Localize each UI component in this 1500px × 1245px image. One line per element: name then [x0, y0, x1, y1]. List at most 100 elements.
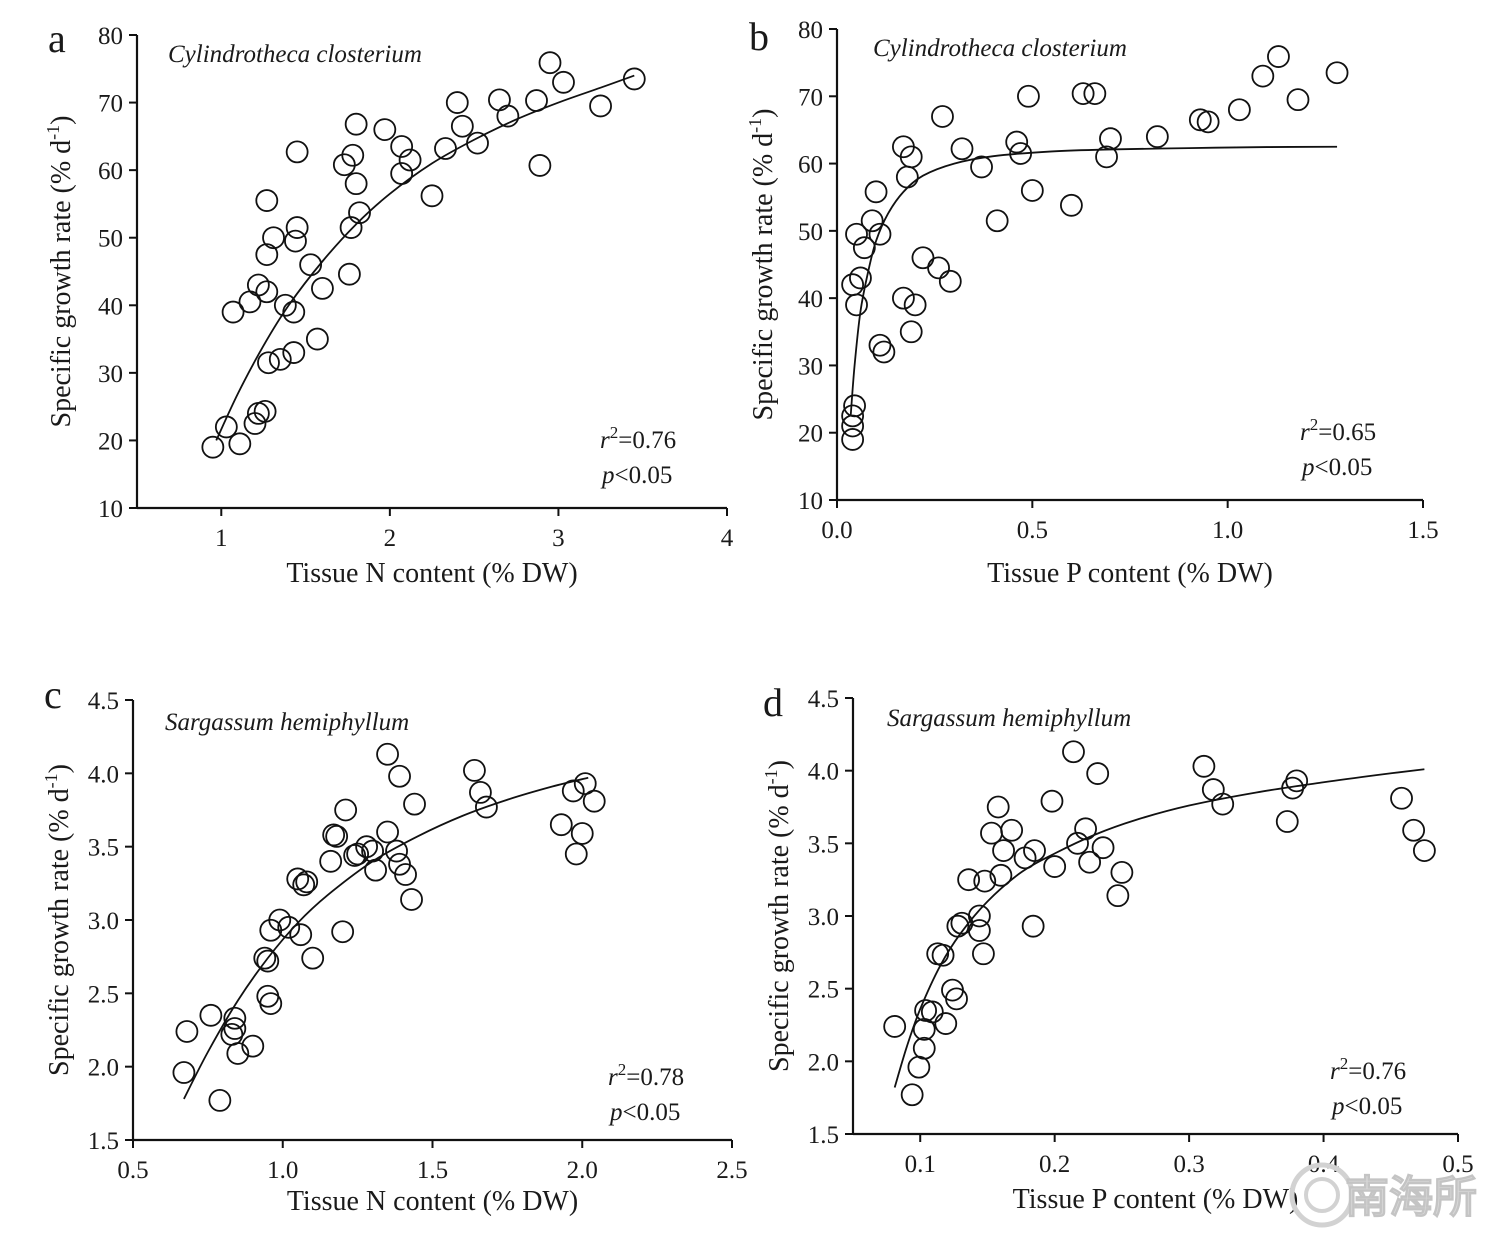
data-point [1043, 855, 1067, 878]
species-title: Sargassum hemiphyllum [165, 709, 409, 736]
data-point [841, 428, 865, 451]
data-point [911, 246, 935, 270]
x-tick-label: 1.0 [1212, 517, 1243, 544]
y-axis-title: Specific growth rate (% d-1) [41, 764, 75, 1076]
data-point [957, 868, 981, 892]
data-point [1062, 740, 1085, 764]
data-point [552, 70, 575, 94]
y-tick-label: 4.0 [808, 759, 839, 786]
y-tick-label: 4.0 [88, 761, 119, 788]
data-point [466, 131, 489, 155]
data-point [1110, 861, 1134, 884]
data-point [622, 67, 646, 91]
r-symbol: r [600, 427, 610, 454]
data-point [344, 112, 368, 136]
data-point [989, 863, 1013, 887]
y-axis-title-superscript: -1 [761, 769, 781, 784]
y-axis-title-superscript: -1 [745, 118, 765, 133]
data-point [343, 844, 367, 867]
y-tick-label: 40 [98, 293, 123, 320]
r-symbol: r [1330, 1058, 1340, 1085]
x-axis-title: Tissue N content (% DW) [286, 558, 577, 589]
data-point [214, 415, 238, 439]
data-point [950, 137, 974, 161]
data-point [992, 839, 1015, 862]
data-point [201, 435, 225, 459]
data-point [282, 300, 306, 324]
data-point [907, 1055, 931, 1079]
data-point [931, 105, 954, 128]
data-point [285, 140, 309, 164]
fit-curve [849, 145, 1338, 416]
watermark-logo-icon [1289, 1162, 1355, 1228]
data-point [1267, 45, 1290, 68]
x-tick-label: 2.5 [716, 1157, 747, 1184]
x-tick-label: 0.1 [905, 1151, 936, 1178]
data-point [496, 104, 520, 128]
data-point [334, 798, 358, 822]
data-point [228, 432, 252, 456]
r-squared-superscript: 2 [1340, 1054, 1349, 1073]
data-point [385, 839, 408, 863]
x-tick-label: 2 [384, 525, 397, 552]
y-tick-label: 50 [98, 226, 123, 253]
data-point [967, 904, 991, 928]
data-point [286, 867, 310, 891]
data-point [331, 920, 355, 944]
p-symbol: p [1300, 454, 1315, 481]
x-tick-label: 0.0 [821, 517, 852, 544]
y-tick-label: 2.0 [88, 1055, 119, 1082]
y-tick-label: 20 [798, 421, 823, 448]
p-value: <0.05 [623, 1099, 681, 1126]
fit-curve [183, 776, 589, 1100]
data-point [388, 764, 411, 788]
data-point [849, 266, 872, 290]
data-point [319, 849, 343, 873]
y-tick-label: 10 [98, 496, 123, 523]
x-tick-label: 4 [721, 525, 734, 552]
data-point [1095, 145, 1118, 169]
data-point [573, 772, 597, 795]
r-symbol: r [1300, 419, 1310, 446]
p-value-label: p<0.05 [608, 1099, 680, 1126]
data-point [900, 1083, 924, 1107]
y-tick-label: 1.5 [808, 1122, 839, 1149]
data-point [403, 792, 426, 816]
data-point [284, 229, 307, 253]
data-point [348, 201, 371, 225]
data-point [985, 209, 1009, 233]
data-point [945, 987, 968, 1011]
r-symbol: r [608, 1064, 618, 1091]
data-point [253, 399, 277, 423]
species-title: Cylindrotheca closterium [873, 35, 1127, 62]
data-point [1192, 754, 1216, 778]
data-point [355, 835, 379, 859]
y-axis-title-main: Specific growth rate (% d [748, 133, 779, 421]
data-point [986, 795, 1010, 819]
panel-letter: a [48, 16, 66, 61]
x-tick-label: 2.0 [567, 1157, 598, 1184]
data-point [463, 759, 486, 782]
data-point [1106, 884, 1130, 908]
y-tick-label: 4.5 [88, 688, 119, 715]
data-point [325, 825, 349, 848]
data-point [1251, 64, 1275, 88]
data-point [1013, 846, 1037, 870]
p-symbol: p [608, 1099, 623, 1126]
data-point [364, 858, 387, 882]
panel-letter: b [749, 14, 769, 59]
data-point [208, 1089, 232, 1112]
data-point [883, 1015, 907, 1038]
y-tick-label: 2.0 [808, 1049, 839, 1076]
data-point [1099, 127, 1122, 151]
data-point [528, 154, 552, 177]
data-point [1325, 61, 1349, 85]
x-tick-label: 0.5 [117, 1157, 148, 1184]
panel-c: 1.5 2.0 2.5 3.0 3.5 4.0 4.5 0.5 1.0 1.5 2.0 2.5 c Sar… [41, 672, 748, 1217]
data-point [1286, 88, 1310, 112]
data-point [1412, 839, 1436, 862]
data-point [1066, 831, 1089, 855]
y-axis-title-superscript: -1 [41, 773, 61, 788]
data-point [1060, 193, 1083, 217]
y-axis-title-end: ) [44, 764, 75, 773]
